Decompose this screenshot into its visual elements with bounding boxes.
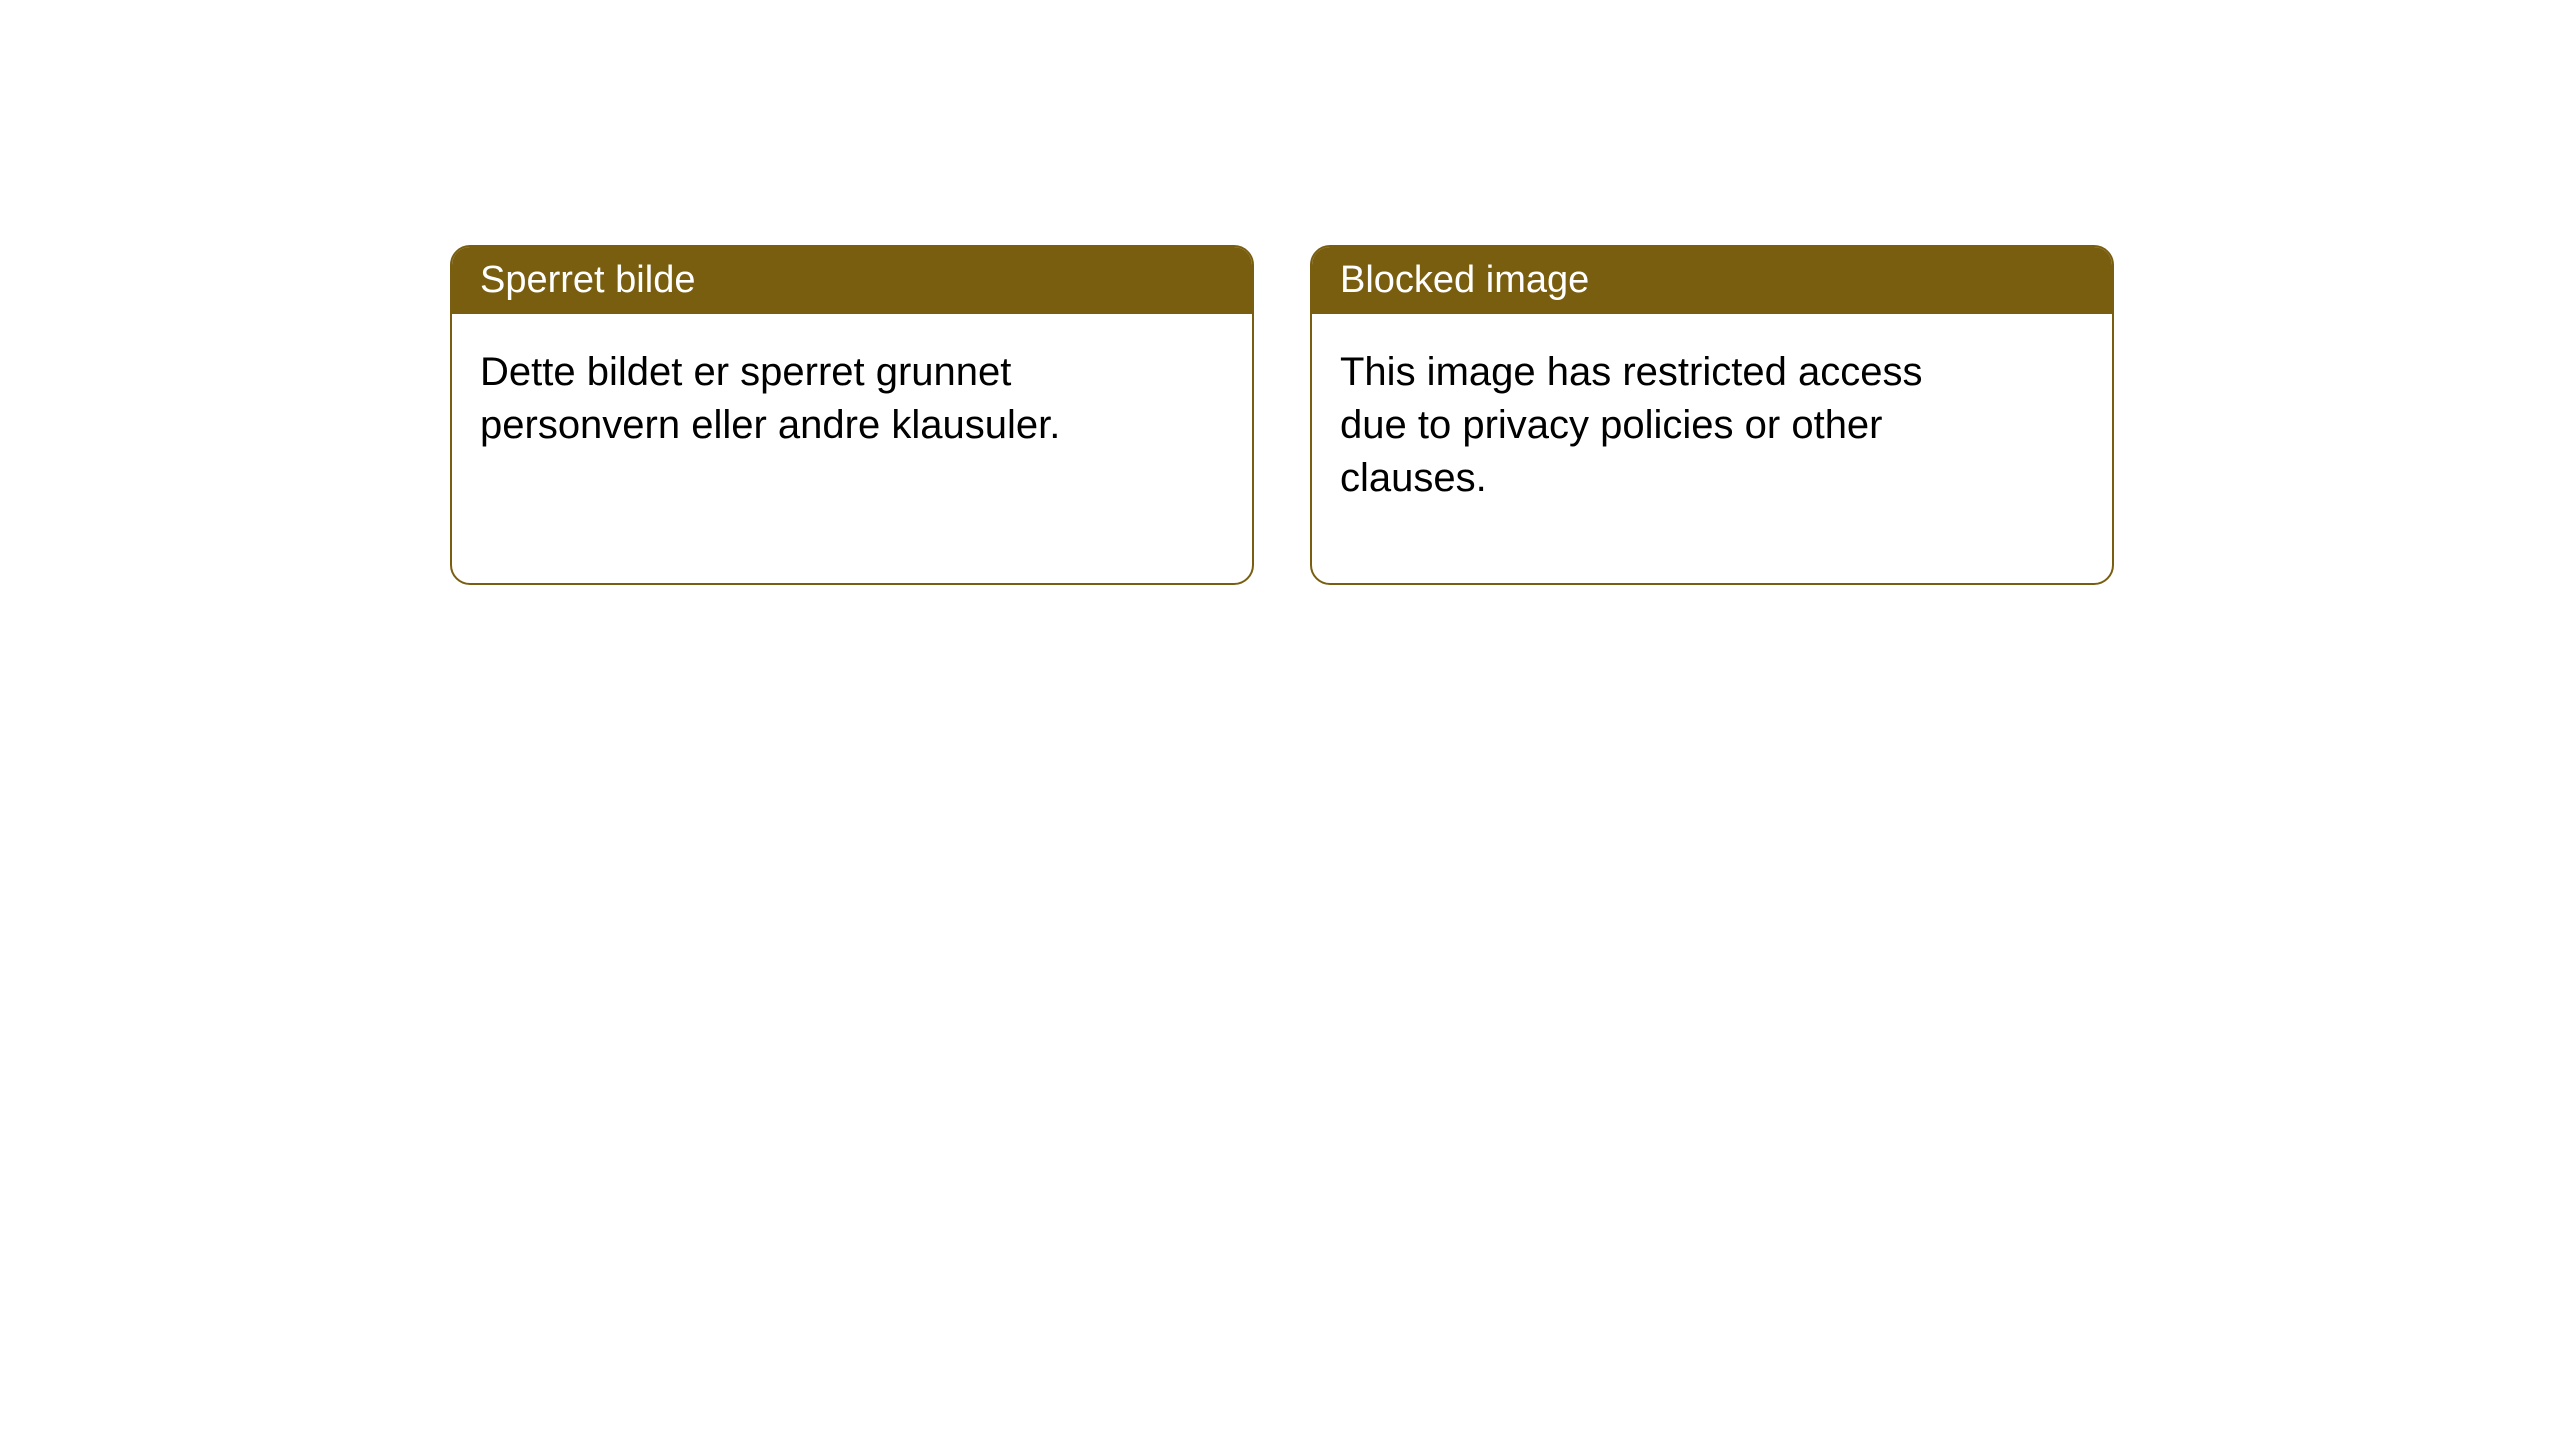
notice-header-english: Blocked image xyxy=(1312,247,2112,314)
notice-body-norwegian: Dette bildet er sperret grunnet personve… xyxy=(452,314,1132,484)
notice-body-english: This image has restricted access due to … xyxy=(1312,314,1992,536)
notice-card-norwegian: Sperret bilde Dette bildet er sperret gr… xyxy=(450,245,1254,585)
notice-card-english: Blocked image This image has restricted … xyxy=(1310,245,2114,585)
notice-header-norwegian: Sperret bilde xyxy=(452,247,1252,314)
notice-container: Sperret bilde Dette bildet er sperret gr… xyxy=(0,0,2560,585)
